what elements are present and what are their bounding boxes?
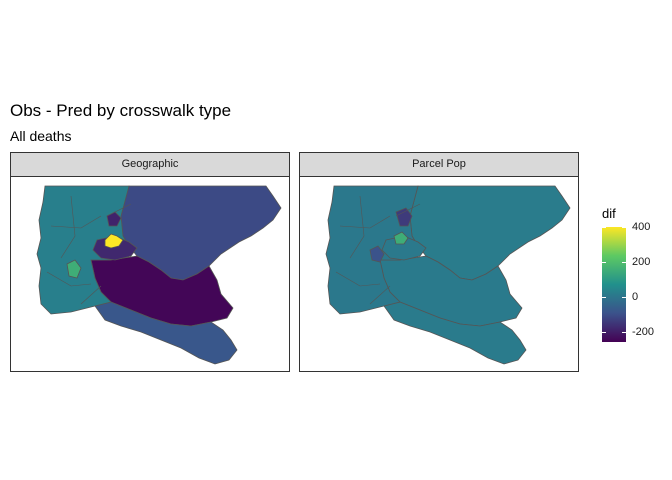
legend-tick-label: 400 bbox=[632, 221, 651, 233]
region-west-small bbox=[66, 259, 82, 279]
region-center-warm bbox=[393, 231, 409, 245]
legend-tick-mark-0 bbox=[602, 297, 626, 298]
map-geographic bbox=[36, 185, 282, 365]
legend-tick-label: 0 bbox=[632, 291, 639, 303]
region-central bbox=[381, 235, 427, 261]
facet-strip-parcel-pop: Parcel Pop bbox=[300, 153, 578, 177]
facet-panel-geographic: Geographic bbox=[10, 152, 290, 372]
legend-title: dif bbox=[602, 206, 616, 221]
legend-tick-mark-neg200 bbox=[602, 332, 626, 333]
region-center-cool bbox=[395, 207, 413, 227]
region-south bbox=[94, 301, 238, 365]
region-south bbox=[383, 301, 527, 365]
region-west-small bbox=[369, 245, 385, 263]
facet-panel-parcel-pop: Parcel Pop bbox=[299, 152, 579, 372]
legend-tick-mark-200 bbox=[602, 262, 626, 263]
map-parcel-pop bbox=[325, 185, 571, 365]
chart-subtitle: All deaths bbox=[10, 128, 72, 144]
colorbar bbox=[602, 227, 626, 342]
legend-tick-mark-400 bbox=[602, 227, 626, 228]
region-center-hot bbox=[104, 233, 124, 249]
legend-tick-label: -200 bbox=[632, 326, 655, 338]
chart-title: Obs - Pred by crosswalk type bbox=[10, 101, 232, 120]
facet-strip-geographic: Geographic bbox=[11, 153, 289, 177]
legend-tick-label: 200 bbox=[632, 256, 651, 268]
